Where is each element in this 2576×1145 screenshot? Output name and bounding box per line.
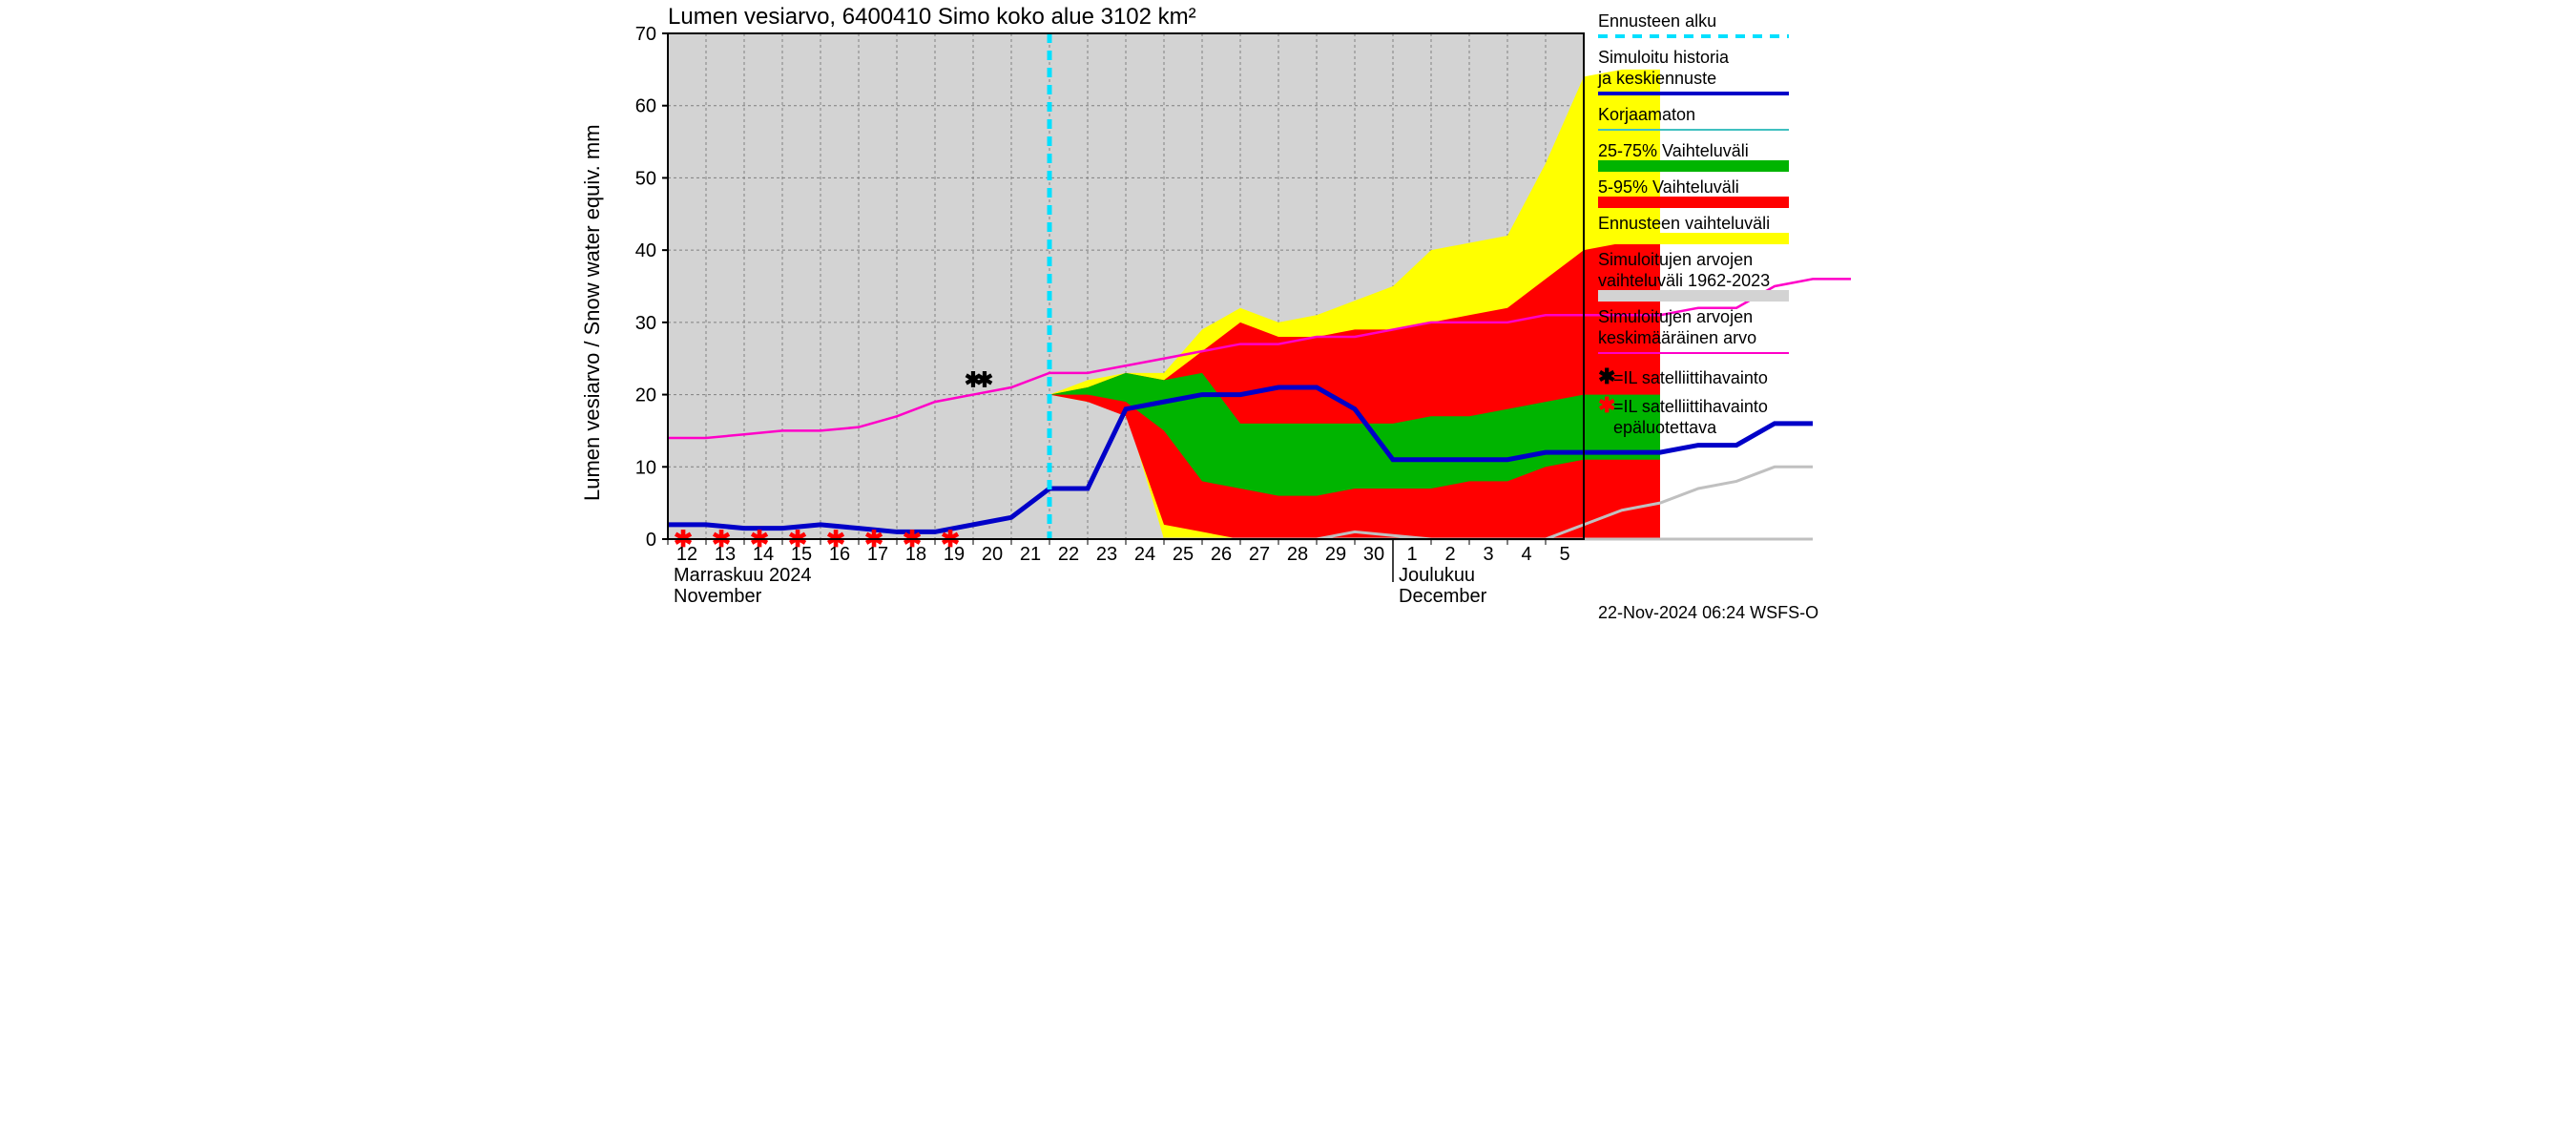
x-tick-label: 25 [1173,544,1194,565]
legend-label: keskimääräinen arvo [1598,328,1756,347]
legend-label: Ennusteen alku [1598,11,1716,31]
y-tick-label: 10 [635,457,656,478]
legend-sample-swatch [1598,197,1789,208]
y-tick-label: 40 [635,240,656,261]
month-label-en: December [1399,586,1487,607]
legend-sample-swatch [1598,233,1789,244]
x-tick-label: 1 [1406,544,1417,565]
legend-label: 5-95% Vaihteluväli [1598,177,1739,197]
legend-sample-swatch [1598,160,1789,172]
x-tick-label: 26 [1211,544,1232,565]
legend-label: Simuloitu historia [1598,48,1730,67]
legend-label: Simuloitujen arvojen [1598,250,1753,269]
legend: Ennusteen alku Simuloitu historia ja keski… [1597,11,1789,437]
x-tick-label: 4 [1521,544,1531,565]
x-tick-label: 24 [1134,544,1155,565]
chart-container: ✱✱✱✱✱✱✱✱✱✱010203040506070121314151617181… [572,0,2004,637]
x-tick-label: 13 [715,544,736,565]
chart-title: Lumen vesiarvo, 6400410 Simo koko alue 3… [668,4,1196,30]
legend-label: 25-75% Vaihteluväli [1598,141,1749,160]
x-tick-label: 16 [829,544,850,565]
legend-label: =IL satelliittihavainto [1613,368,1768,387]
x-tick-label: 19 [944,544,965,565]
x-tick-label: 23 [1096,544,1117,565]
legend-label: Ennusteen vaihteluväli [1598,214,1770,233]
legend-label: ja keskiennuste [1597,69,1716,88]
x-tick-label: 15 [791,544,812,565]
x-tick-label: 18 [905,544,926,565]
legend-label: epäluotettava [1613,418,1717,437]
x-tick-label: 3 [1483,544,1493,565]
x-tick-label: 28 [1287,544,1308,565]
x-tick-label: 30 [1363,544,1384,565]
chart-svg: ✱✱✱✱✱✱✱✱✱✱010203040506070121314151617181… [572,0,2004,637]
x-tick-label: 5 [1559,544,1569,565]
y-tick-label: 60 [635,96,656,117]
x-tick-label: 27 [1249,544,1270,565]
y-tick-label: 20 [635,385,656,406]
x-tick-label: 17 [867,544,888,565]
y-tick-label: 70 [635,24,656,45]
x-tick-label: 12 [676,544,697,565]
x-tick-label: 29 [1325,544,1346,565]
x-tick-label: 22 [1058,544,1079,565]
month-label-fi: Marraskuu 2024 [674,565,812,586]
y-tick-label: 0 [646,530,656,551]
footer-timestamp: 22-Nov-2024 06:24 WSFS-O [1598,603,1818,622]
x-tick-label: 2 [1444,544,1455,565]
y-tick-label: 30 [635,313,656,334]
y-axis-label: Lumen vesiarvo / Snow water equiv. mm [580,124,604,501]
month-label-fi: Joulukuu [1399,565,1475,586]
month-label-en: November [674,586,762,607]
legend-label: Simuloitujen arvojen [1598,307,1753,326]
x-tick-label: 20 [982,544,1003,565]
legend-label: vaihteluväli 1962-2023 [1598,271,1770,290]
sat-obs-marker: ✱ [976,367,993,391]
legend-sample-swatch [1598,290,1789,302]
y-tick-label: 50 [635,168,656,189]
legend-label: =IL satelliittihavainto [1613,397,1768,416]
legend-label: Korjaamaton [1598,105,1695,124]
x-tick-label: 21 [1020,544,1041,565]
x-tick-label: 14 [753,544,774,565]
